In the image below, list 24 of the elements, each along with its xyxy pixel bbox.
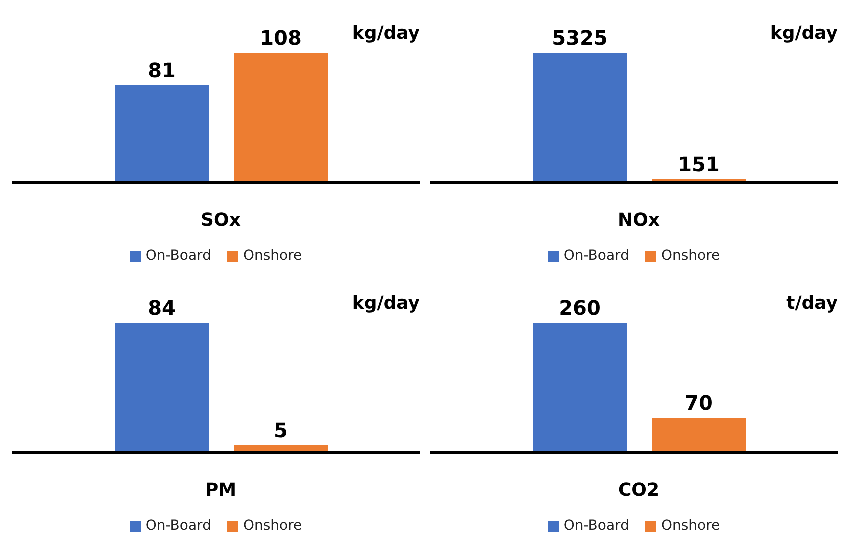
- legend-label: On-Board: [564, 518, 630, 534]
- data-label: 108: [260, 26, 302, 50]
- x-axis-title: SOx: [201, 210, 242, 231]
- x-axis-title: NOx: [618, 210, 660, 231]
- x-axis-title: CO2: [618, 480, 660, 501]
- data-label: 70: [685, 391, 713, 415]
- data-label: 151: [678, 152, 720, 176]
- legend-label: Onshore: [243, 518, 302, 534]
- legend-label: Onshore: [243, 248, 302, 264]
- legend-label: On-Board: [564, 248, 630, 264]
- legend-label: On-Board: [146, 248, 212, 264]
- legend-label: Onshore: [661, 248, 720, 264]
- text: t/day: [786, 293, 838, 314]
- text: kg/day: [770, 23, 838, 44]
- text: kg/day: [352, 23, 420, 44]
- data-label: 5325: [552, 26, 608, 50]
- data-label: 260: [559, 296, 601, 320]
- legend-label: Onshore: [661, 518, 720, 534]
- x-axis-title: PM: [205, 480, 237, 501]
- data-label: 81: [148, 58, 176, 82]
- legend-label: On-Board: [146, 518, 212, 534]
- data-label: 84: [148, 296, 176, 320]
- text: kg/day: [352, 293, 420, 314]
- data-label: 5: [274, 418, 288, 442]
